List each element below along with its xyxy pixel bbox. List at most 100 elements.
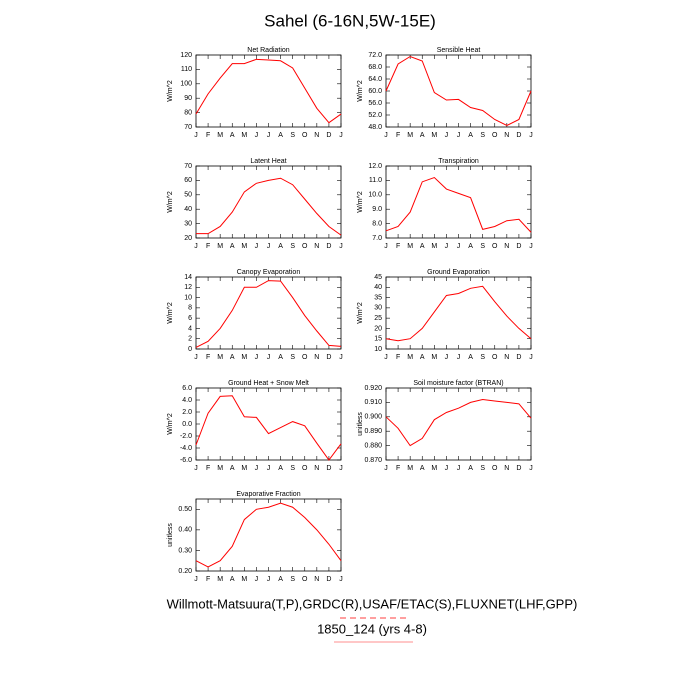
y-tick-label: -2.0 — [180, 433, 192, 440]
y-tick-label: -6.0 — [180, 457, 192, 464]
x-tick-label: J — [445, 132, 449, 139]
y-tick-label: 70 — [184, 163, 192, 170]
x-tick-label: J — [384, 132, 388, 139]
panel-title: Ground Evaporation — [427, 269, 490, 276]
x-tick-label: D — [516, 465, 521, 472]
y-tick-label: 56.0 — [368, 100, 382, 107]
plot-frame — [385, 165, 532, 239]
data-line — [385, 176, 532, 233]
x-tick-label: J — [194, 576, 198, 583]
y-tick-label: 15 — [374, 336, 382, 343]
plot-frame — [385, 276, 532, 350]
x-tick-label: J — [529, 243, 533, 250]
x-tick-label: J — [339, 354, 343, 361]
x-tick-label: J — [255, 465, 259, 472]
x-tick-label: J — [445, 465, 449, 472]
x-tick-label: M — [217, 465, 223, 472]
panel-title: Net Radiation — [247, 47, 290, 54]
x-tick-label: S — [480, 132, 485, 139]
y-tick-label: 60.0 — [368, 88, 382, 95]
y-tick-label: 68.0 — [368, 64, 382, 71]
x-tick-label: D — [326, 576, 331, 583]
x-tick-label: A — [230, 243, 235, 250]
y-tick-label: 10 — [184, 294, 192, 301]
y-tick-label: 9.0 — [372, 206, 382, 213]
data-line — [195, 58, 342, 124]
panel-title: Sensible Heat — [437, 47, 481, 54]
x-tick-label: M — [217, 243, 223, 250]
x-tick-label: M — [431, 132, 437, 139]
y-tick-label: 20 — [374, 325, 382, 332]
x-tick-label: N — [314, 354, 319, 361]
y-tick-label: 20 — [184, 235, 192, 242]
x-tick-label: J — [339, 576, 343, 583]
y-tick-label: 0.910 — [364, 399, 382, 406]
x-tick-label: A — [468, 132, 473, 139]
y-tick-label: 2 — [188, 336, 192, 343]
data-line — [385, 55, 532, 127]
x-tick-label: J — [384, 465, 388, 472]
y-tick-label: 8 — [188, 305, 192, 312]
x-tick-label: N — [504, 354, 509, 361]
x-tick-label: O — [302, 354, 308, 361]
x-tick-label: M — [241, 243, 247, 250]
x-tick-label: J — [267, 354, 271, 361]
y-tick-label: 25 — [374, 315, 382, 322]
x-tick-label: M — [241, 465, 247, 472]
y-tick-label: -4.0 — [180, 445, 192, 452]
y-tick-label: 72.0 — [368, 52, 382, 59]
x-tick-label: S — [480, 465, 485, 472]
x-tick-label: F — [396, 354, 400, 361]
x-tick-label: M — [431, 465, 437, 472]
y-tick-label: 100 — [180, 81, 192, 88]
y-tick-label: 4.0 — [182, 397, 192, 404]
x-tick-label: N — [504, 465, 509, 472]
y-tick-label: 0 — [188, 346, 192, 353]
y-tick-label: 0.880 — [364, 442, 382, 449]
x-tick-label: M — [407, 243, 413, 250]
panel-title: Ground Heat + Snow Melt — [228, 380, 309, 387]
x-tick-label: J — [194, 354, 198, 361]
figure-title: Sahel (6-16N,5W-15E) — [264, 11, 436, 30]
x-tick-label: N — [314, 132, 319, 139]
plot-frame — [195, 498, 342, 572]
y-tick-label: 0.40 — [178, 527, 192, 534]
x-tick-label: S — [480, 243, 485, 250]
x-tick-label: M — [431, 354, 437, 361]
plot-frame — [195, 54, 342, 128]
x-tick-label: M — [407, 132, 413, 139]
x-tick-label: S — [290, 465, 295, 472]
data-line — [195, 395, 342, 461]
y-tick-label: 4 — [188, 325, 192, 332]
data-line — [195, 502, 342, 568]
x-tick-label: N — [504, 243, 509, 250]
y-axis-label: W/m^2 — [357, 302, 364, 324]
panel-title: Soil moisture factor (BTRAN) — [413, 380, 503, 387]
y-tick-label: 60 — [184, 177, 192, 184]
x-tick-label: D — [326, 465, 331, 472]
x-tick-label: D — [326, 243, 331, 250]
y-tick-label: 30 — [374, 305, 382, 312]
x-tick-label: A — [278, 132, 283, 139]
x-tick-label: O — [302, 243, 308, 250]
y-axis-label: W/m^2 — [357, 80, 364, 102]
y-tick-label: 10 — [374, 346, 382, 353]
x-tick-label: J — [445, 243, 449, 250]
x-tick-label: J — [529, 354, 533, 361]
y-tick-label: 11.0 — [369, 177, 382, 184]
y-tick-label: 0.890 — [364, 428, 382, 435]
x-tick-label: J — [529, 465, 533, 472]
y-tick-label: 90 — [184, 95, 192, 102]
y-tick-label: 110 — [181, 66, 192, 73]
x-tick-label: J — [384, 354, 388, 361]
x-tick-label: F — [396, 132, 400, 139]
x-tick-label: A — [420, 243, 425, 250]
x-tick-label: M — [217, 132, 223, 139]
x-tick-label: D — [516, 132, 521, 139]
x-tick-label: S — [290, 354, 295, 361]
y-tick-label: 0.50 — [178, 506, 192, 513]
x-tick-label: S — [290, 243, 295, 250]
x-tick-label: F — [206, 243, 210, 250]
plot-frame — [195, 165, 342, 239]
